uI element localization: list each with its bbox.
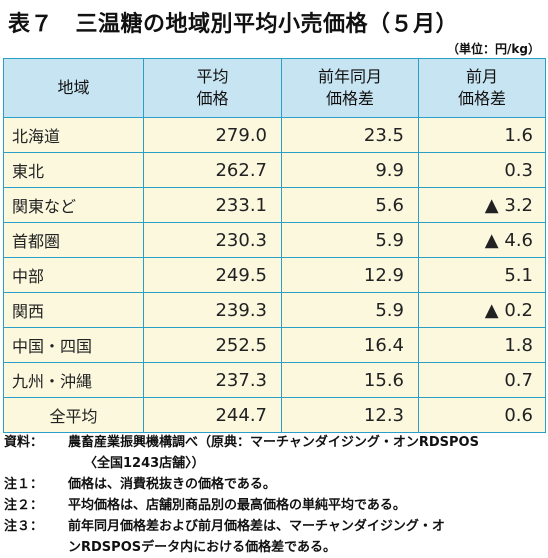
- price-table: 地域 平均 価格 前年同月 価格差 前月 価格差 北海道 279.0: [3, 58, 546, 433]
- yoy-diff-cell: 16.4: [281, 327, 419, 363]
- avg-price-cell: 252.5: [143, 327, 282, 363]
- header-avg-line1: 平均: [196, 67, 229, 86]
- note-3-text-2: ンRDSPOSデータ内における価格差である。: [68, 540, 336, 555]
- header-row: 地域 平均 価格 前年同月 価格差 前月 価格差: [3, 58, 546, 118]
- table-row-total: 全平均 244.7 12.3 0.6: [3, 397, 546, 433]
- avg-price-cell: 230.3: [143, 222, 282, 258]
- region-cell: 九州・沖縄: [3, 362, 144, 398]
- table-header: 地域 平均 価格 前年同月 価格差 前月 価格差: [3, 58, 546, 118]
- note-3-cont: ンRDSPOSデータ内における価格差である。: [4, 537, 546, 558]
- avg-price-cell: 279.0: [143, 117, 282, 153]
- table-body: 北海道 279.0 23.5 1.6 東北 262.7 9.9 0.3 関東など…: [3, 117, 546, 433]
- region-cell: 関東など: [3, 187, 144, 223]
- header-region-label: 地域: [57, 78, 90, 97]
- table-row: 関東など 233.1 5.6 ▲ 3.2: [3, 187, 546, 223]
- source-note: 資料： 農畜産業振興機構調べ（原典：マーチャンダイジング・オンRDSPOS: [4, 432, 546, 453]
- source-text: 農畜産業振興機構調べ（原典：マーチャンダイジング・オンRDSPOS: [68, 435, 479, 450]
- note-1: 注１： 価格は、消費税抜きの価格である。: [4, 474, 546, 495]
- header-avg-price: 平均 価格: [143, 58, 282, 118]
- mom-diff-cell: 0.7: [418, 362, 546, 398]
- note-1-label: 注１：: [4, 477, 44, 492]
- source-note-cont: 〈全国1243店舗〉）: [4, 453, 546, 474]
- table-row: 九州・沖縄 237.3 15.6 0.7: [3, 362, 546, 398]
- note-3-label: 注３：: [4, 519, 44, 534]
- yoy-diff-cell: 5.9: [281, 292, 419, 328]
- mom-diff-cell: ▲ 4.6: [418, 222, 546, 258]
- avg-price-cell: 237.3: [143, 362, 282, 398]
- avg-price-cell: 239.3: [143, 292, 282, 328]
- header-mom-line1: 前月: [465, 67, 498, 86]
- region-cell: 首都圏: [3, 222, 144, 258]
- yoy-diff-cell: 5.6: [281, 187, 419, 223]
- source-text-2: 〈全国1243店舗〉）: [84, 456, 205, 471]
- yoy-diff-cell: 23.5: [281, 117, 419, 153]
- source-label: 資料：: [4, 435, 44, 450]
- note-3-text: 前年同月価格差および前月価格差は、マーチャンダイジング・オ: [68, 519, 445, 534]
- table-row: 中国・四国 252.5 16.4 1.8: [3, 327, 546, 363]
- note-3: 注３： 前年同月価格差および前月価格差は、マーチャンダイジング・オ: [4, 516, 546, 537]
- mom-diff-cell: 5.1: [418, 257, 546, 293]
- note-2-text: 平均価格は、店舗別商品別の最高価格の単純平均である。: [68, 498, 406, 513]
- yoy-diff-cell: 12.3: [281, 397, 419, 433]
- mom-diff-cell: ▲ 0.2: [418, 292, 546, 328]
- region-cell: 東北: [3, 152, 144, 188]
- mom-diff-cell: 0.3: [418, 152, 546, 188]
- avg-price-cell: 244.7: [143, 397, 282, 433]
- notes-section: 資料： 農畜産業振興機構調べ（原典：マーチャンダイジング・オンRDSPOS 〈全…: [4, 432, 546, 558]
- note-2: 注２： 平均価格は、店舗別商品別の最高価格の単純平均である。: [4, 495, 546, 516]
- note-1-text: 価格は、消費税抜きの価格である。: [68, 477, 276, 492]
- table-row: 北海道 279.0 23.5 1.6: [3, 117, 546, 153]
- region-cell: 中国・四国: [3, 327, 144, 363]
- region-cell: 北海道: [3, 117, 144, 153]
- mom-diff-cell: 1.6: [418, 117, 546, 153]
- avg-price-cell: 233.1: [143, 187, 282, 223]
- region-cell-total: 全平均: [3, 397, 144, 433]
- note-2-label: 注２：: [4, 498, 44, 513]
- yoy-diff-cell: 12.9: [281, 257, 419, 293]
- header-region: 地域: [3, 58, 144, 118]
- header-yoy-diff: 前年同月 価格差: [281, 58, 419, 118]
- header-mom-line2: 価格差: [457, 89, 506, 108]
- avg-price-cell: 262.7: [143, 152, 282, 188]
- yoy-diff-cell: 9.9: [281, 152, 419, 188]
- table-row: 中部 249.5 12.9 5.1: [3, 257, 546, 293]
- header-mom-diff: 前月 価格差: [418, 58, 546, 118]
- table-row: 東北 262.7 9.9 0.3: [3, 152, 546, 188]
- table-row: 関西 239.3 5.9 ▲ 0.2: [3, 292, 546, 328]
- mom-diff-cell: 1.8: [418, 327, 546, 363]
- header-avg-line2: 価格: [196, 89, 229, 108]
- table-row: 首都圏 230.3 5.9 ▲ 4.6: [3, 222, 546, 258]
- yoy-diff-cell: 15.6: [281, 362, 419, 398]
- region-cell: 中部: [3, 257, 144, 293]
- yoy-diff-cell: 5.9: [281, 222, 419, 258]
- header-yoy-line1: 前年同月: [317, 67, 382, 86]
- mom-diff-cell: ▲ 3.2: [418, 187, 546, 223]
- table-title: 表７ 三温糖の地域別平均小売価格（５月）: [8, 12, 459, 37]
- header-yoy-line2: 価格差: [325, 89, 374, 108]
- region-cell: 関西: [3, 292, 144, 328]
- avg-price-cell: 249.5: [143, 257, 282, 293]
- unit-label: （単位：円/kg）: [447, 42, 540, 56]
- mom-diff-cell: 0.6: [418, 397, 546, 433]
